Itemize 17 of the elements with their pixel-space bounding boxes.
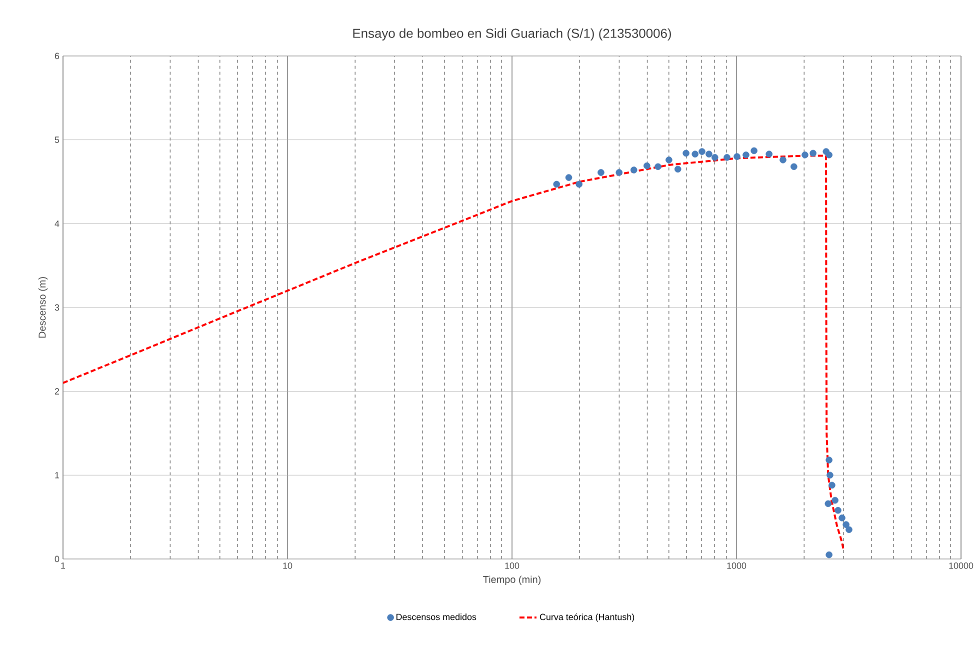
y-tick-label: 4 — [54, 220, 60, 227]
x-tick-label: 10000 — [949, 562, 974, 569]
y-tick-label: 5 — [54, 136, 60, 143]
legend-label: Curva teórica (Hantush) — [540, 613, 634, 622]
x-tick-label: 100 — [505, 562, 520, 569]
y-axis-title: Descenso (m) — [38, 277, 48, 338]
y-tick-label: 6 — [54, 52, 60, 60]
y-tick-label: 1 — [55, 472, 60, 478]
x-tick-label: 10 — [283, 562, 292, 569]
chart-title: Ensayo de bombeo en Sidi Guariach (S/1) (213530006) — [353, 28, 671, 40]
x-tick-label: 1000 — [727, 562, 746, 569]
x-tick-label: 1 — [61, 562, 66, 569]
y-tick-label: 2 — [54, 388, 60, 394]
y-tick-label: 3 — [54, 304, 60, 311]
y-tick-label: 0 — [54, 556, 60, 562]
legend-label: Descensos medidos — [396, 614, 476, 620]
x-axis-title: Tiempo (min) — [483, 576, 541, 585]
